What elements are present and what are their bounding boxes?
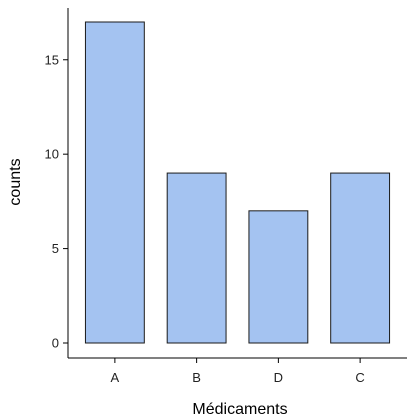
- y-tick-label: 15: [45, 52, 59, 67]
- y-axis-title: counts: [7, 158, 24, 205]
- x-tick-label: B: [192, 370, 201, 385]
- bar-A: [84, 21, 145, 344]
- x-axis-title: Médicaments: [192, 401, 287, 418]
- x-tick-label: D: [274, 370, 283, 385]
- y-axis-ticks: 0 5 10 15: [45, 52, 68, 351]
- bar-D: [248, 210, 309, 344]
- y-tick-label: 0: [52, 336, 59, 351]
- y-tick-label: 10: [45, 147, 59, 162]
- x-tick-label: C: [355, 370, 364, 385]
- x-tick-label: A: [111, 370, 120, 385]
- bar-B: [166, 172, 227, 344]
- y-tick-label: 5: [52, 241, 59, 256]
- bar-C: [330, 172, 391, 344]
- plot-area: [84, 21, 391, 344]
